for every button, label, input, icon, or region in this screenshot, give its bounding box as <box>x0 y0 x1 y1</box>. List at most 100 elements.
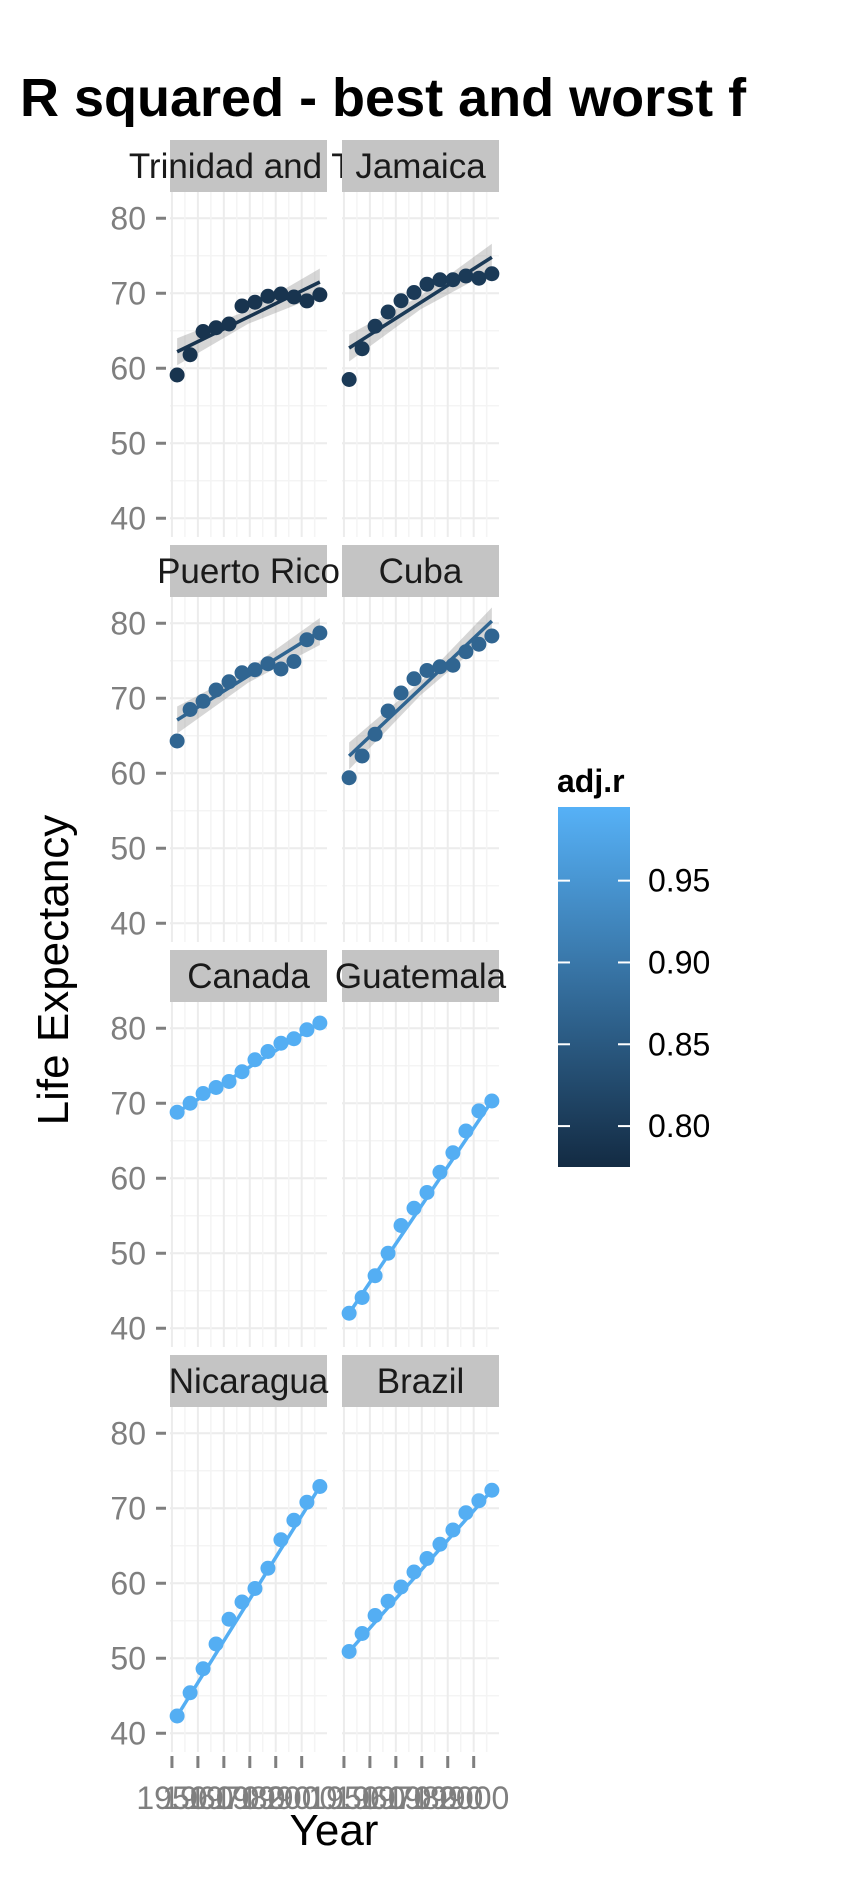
data-point <box>182 1685 198 1701</box>
y-tick-label: 70 <box>110 275 146 311</box>
data-point <box>312 1479 328 1494</box>
data-point <box>247 294 263 310</box>
y-tick-label: 80 <box>110 605 146 641</box>
data-point <box>260 656 276 672</box>
data-point <box>221 316 237 332</box>
data-point <box>419 276 435 292</box>
facet-strip-label: Brazil <box>377 1362 465 1401</box>
data-point <box>286 1031 302 1047</box>
y-tick-label: 40 <box>110 1310 146 1346</box>
data-point <box>367 726 383 742</box>
data-point <box>458 644 474 660</box>
data-point <box>299 632 315 648</box>
data-point <box>260 288 276 304</box>
panel-jamaica: Jamaica <box>341 140 500 537</box>
data-point <box>234 298 250 314</box>
data-point <box>195 1661 211 1677</box>
legend-tick-label: 0.85 <box>648 1026 710 1062</box>
legend-tick-label: 0.80 <box>648 1108 710 1144</box>
x-tick-label: 1990 <box>412 1780 483 1816</box>
data-point <box>234 665 250 681</box>
data-point <box>432 659 448 675</box>
facet-strip <box>170 545 327 597</box>
data-point <box>445 657 461 673</box>
panel-cuba: Cuba <box>341 545 500 942</box>
facet-strip <box>342 1355 499 1407</box>
panel-background <box>170 1002 327 1347</box>
facet-strip <box>342 545 499 597</box>
facet-strip <box>170 140 327 192</box>
data-point <box>432 1536 448 1552</box>
x-tick-label: 1950 <box>308 1780 379 1816</box>
data-point <box>273 661 289 677</box>
data-point <box>299 1494 315 1510</box>
panel-puerto-rico: Puerto Rico 40 50 60 70 80 <box>110 545 340 942</box>
panel-background <box>342 192 499 537</box>
facet-strip <box>170 950 327 1002</box>
y-tick-label: 70 <box>110 1085 146 1121</box>
y-tick-label: 80 <box>110 1415 146 1451</box>
data-point <box>182 702 198 717</box>
y-tick-label: 60 <box>110 1160 146 1196</box>
data-point <box>419 663 435 678</box>
data-point <box>260 1560 276 1576</box>
data-point <box>406 671 422 687</box>
data-point <box>273 1035 289 1051</box>
data-point <box>312 625 328 641</box>
y-tick-label: 80 <box>110 1010 146 1046</box>
panels: Trinidad and To 40 50 60 70 80 Jamaica Puerto R… <box>110 140 509 1816</box>
data-point <box>484 628 500 644</box>
data-point <box>247 1052 263 1068</box>
chart-title: R squared - best and worst f <box>20 68 747 128</box>
data-point <box>445 272 461 288</box>
x-tick-label: 1950 <box>136 1780 207 1816</box>
y-tick-label: 60 <box>110 350 146 386</box>
x-tick-label: 1960 <box>334 1780 405 1816</box>
facet-strip-label: Cuba <box>379 552 463 591</box>
data-point <box>380 304 396 320</box>
data-point <box>406 1200 422 1216</box>
x-tick-label: 2000 <box>266 1780 337 1816</box>
data-point <box>458 1505 474 1521</box>
data-point <box>221 1074 237 1089</box>
x-tick-label: 1980 <box>214 1780 285 1816</box>
panel-background <box>170 1407 327 1752</box>
facet-strip-label: Nicaragua <box>169 1362 329 1401</box>
data-point <box>169 1104 185 1120</box>
data-point <box>432 272 448 288</box>
data-point <box>208 320 224 336</box>
x-axis-title: Year <box>290 1806 379 1855</box>
data-point <box>286 1512 302 1528</box>
legend-tick-label: 0.95 <box>648 863 710 899</box>
data-point <box>221 1611 237 1627</box>
data-point <box>393 1218 409 1233</box>
y-tick-label: 40 <box>110 905 146 941</box>
x-tick-label: 1970 <box>360 1780 431 1816</box>
data-point <box>169 1708 185 1724</box>
data-point <box>484 1093 500 1109</box>
data-point <box>367 1608 383 1623</box>
data-point <box>471 1493 487 1509</box>
data-point <box>208 682 224 698</box>
data-point <box>286 289 302 305</box>
panel-background <box>170 192 327 537</box>
data-point <box>208 1080 224 1095</box>
legend-tick-label: 0.90 <box>648 944 710 980</box>
data-point <box>406 1564 422 1580</box>
y-axis-title: Life Expectancy <box>29 815 78 1126</box>
data-point <box>354 341 370 357</box>
data-point <box>354 748 370 764</box>
data-point <box>458 268 474 284</box>
y-tick-label: 50 <box>110 425 146 461</box>
data-point <box>367 1268 383 1284</box>
data-point <box>471 270 487 286</box>
data-point <box>312 1015 328 1031</box>
data-point <box>341 1644 357 1659</box>
panel-guatemala: Guatemala <box>335 950 507 1347</box>
legend-colorbar <box>558 807 630 1167</box>
x-tick-label: 2000 <box>438 1780 509 1816</box>
data-point <box>341 372 357 387</box>
data-point <box>484 1482 500 1498</box>
